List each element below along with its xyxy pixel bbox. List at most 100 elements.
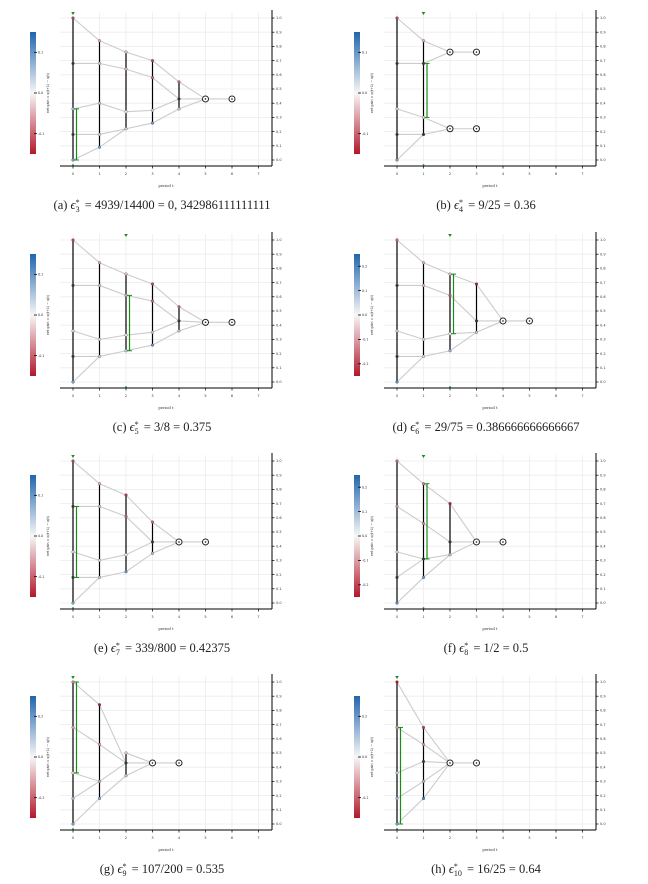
node-point bbox=[421, 482, 426, 486]
x-tick-label: 0 bbox=[396, 615, 398, 619]
node-point bbox=[97, 132, 102, 136]
epsilon-scripts: * 4 bbox=[459, 199, 463, 214]
y-tick-label: 0.1 bbox=[600, 144, 606, 148]
edge-line bbox=[72, 772, 100, 782]
x-tick-label: 3 bbox=[475, 394, 477, 398]
target-center bbox=[475, 127, 478, 130]
caption-subscript: 9 bbox=[122, 869, 127, 879]
node-point bbox=[177, 97, 181, 101]
colorbar-tick-label: 0.0 bbox=[38, 313, 43, 317]
edge-line bbox=[449, 294, 477, 322]
y-tick-label: 0.3 bbox=[276, 780, 282, 784]
node-point bbox=[124, 553, 128, 557]
edge-line bbox=[449, 503, 477, 543]
y-tick-label: 0.6 bbox=[600, 516, 606, 520]
x-tick-label: 4 bbox=[502, 615, 505, 619]
target-center bbox=[502, 541, 504, 543]
y-tick-label: 0.6 bbox=[276, 295, 282, 299]
node-point bbox=[421, 742, 426, 747]
y-tick-label: 0.9 bbox=[276, 30, 282, 34]
y-tick-label: 0.9 bbox=[600, 694, 606, 698]
y-tick-label: 0.6 bbox=[600, 737, 606, 741]
marker-triangle-top bbox=[421, 12, 426, 15]
epsilon-star: * bbox=[453, 862, 458, 872]
colorbar-tick-label: 0.0 bbox=[362, 313, 367, 317]
colorbar-tick-label: 0.0 bbox=[362, 755, 367, 759]
edge-line bbox=[396, 551, 424, 560]
y-tick-label: 0.5 bbox=[276, 530, 282, 534]
caption-label: (a) bbox=[53, 198, 68, 212]
edges bbox=[72, 239, 232, 383]
node-point bbox=[97, 337, 102, 341]
target-center bbox=[449, 127, 451, 130]
y-tick-label: 0.2 bbox=[600, 352, 606, 356]
caption-value: = 9/25 = 0.36 bbox=[468, 198, 536, 212]
target-center bbox=[475, 51, 478, 53]
epsilon-symbol: ϵ bbox=[453, 198, 460, 212]
colorbar bbox=[30, 32, 36, 154]
edge-line bbox=[72, 551, 100, 561]
y-tick-label: 0.2 bbox=[600, 573, 606, 577]
edges bbox=[72, 460, 206, 604]
edge-line bbox=[178, 98, 206, 110]
edge-line bbox=[125, 762, 153, 777]
edge-line bbox=[449, 331, 477, 352]
colorbar-tick-label: 0.0 bbox=[362, 91, 367, 95]
caption-a: (a) ϵ * 3 = 4939/14400 = 0, 34298611111111… bbox=[0, 198, 324, 214]
x-tick-label: 3 bbox=[151, 172, 153, 176]
x-axis-label: period t bbox=[482, 626, 498, 631]
edge-line bbox=[99, 262, 127, 275]
edge-line bbox=[72, 726, 100, 745]
edge-line bbox=[423, 262, 451, 275]
edge-line bbox=[99, 62, 127, 70]
edge-line bbox=[72, 577, 100, 604]
x-tick-label: 2 bbox=[125, 172, 127, 176]
edge-line bbox=[99, 744, 127, 764]
target-center bbox=[231, 321, 233, 324]
node-point bbox=[71, 283, 75, 287]
y-tick-label: 0.7 bbox=[600, 723, 606, 727]
x-tick-label: 4 bbox=[178, 615, 181, 619]
y-tick-label: 0.9 bbox=[600, 30, 606, 34]
edge-line bbox=[449, 273, 477, 285]
edge-line bbox=[125, 68, 153, 79]
x-tick-label: 0 bbox=[396, 394, 398, 398]
colorbar bbox=[354, 475, 360, 597]
node-point bbox=[395, 132, 399, 136]
node-point bbox=[150, 121, 155, 125]
y-tick-label: 0.2 bbox=[276, 352, 282, 356]
node-point bbox=[124, 774, 128, 778]
node-point bbox=[421, 61, 426, 65]
chart-a: 0 1 2 3 4 5 6 7 0.0 0.1 0.2 0.3 0.4 0.5 0.6 0.7 0.8 0.9 1.… bbox=[30, 10, 282, 188]
node-point bbox=[395, 354, 399, 358]
y-tick-label: 1.0 bbox=[276, 16, 282, 20]
target-center bbox=[204, 321, 207, 324]
colorbar-label: net gain = q(t+1) − q(t) bbox=[370, 295, 374, 335]
x-tick-label: 1 bbox=[422, 172, 424, 176]
caption-value: = 339/800 = 0.42375 bbox=[125, 641, 231, 655]
marker-dot-bottom bbox=[72, 828, 74, 830]
colorbar-label: net gain = q(t+1) − q(t) bbox=[46, 73, 50, 113]
edge-line bbox=[125, 273, 153, 285]
edge-line bbox=[125, 122, 153, 130]
colorbar-tick-label: 0.0 bbox=[38, 91, 43, 95]
y-tick-label: 0.5 bbox=[276, 309, 282, 313]
node-point bbox=[97, 558, 102, 562]
colorbar-tick-label: -0.1 bbox=[362, 338, 368, 342]
y-tick-label: 0.3 bbox=[276, 559, 282, 563]
y-tick-label: 0.8 bbox=[600, 709, 606, 713]
colorbar-tick-label: 0.2 bbox=[362, 264, 367, 268]
node-point bbox=[474, 282, 479, 286]
marker-dot-bottom bbox=[72, 164, 74, 166]
epsilon-symbol: ϵ bbox=[70, 198, 76, 212]
y-tick-label: 0.8 bbox=[600, 488, 606, 492]
x-tick-label: 1 bbox=[422, 615, 424, 619]
target-center bbox=[178, 762, 180, 764]
edge-line bbox=[99, 483, 127, 496]
target-center bbox=[475, 762, 478, 764]
node-point bbox=[421, 337, 426, 341]
marker-dot-bottom bbox=[396, 828, 398, 830]
x-tick-label: 1 bbox=[98, 394, 100, 398]
x-tick-label: 6 bbox=[231, 615, 233, 619]
caption-c: (c) ϵ * 5 = 3/8 = 0.375 bbox=[0, 420, 324, 436]
